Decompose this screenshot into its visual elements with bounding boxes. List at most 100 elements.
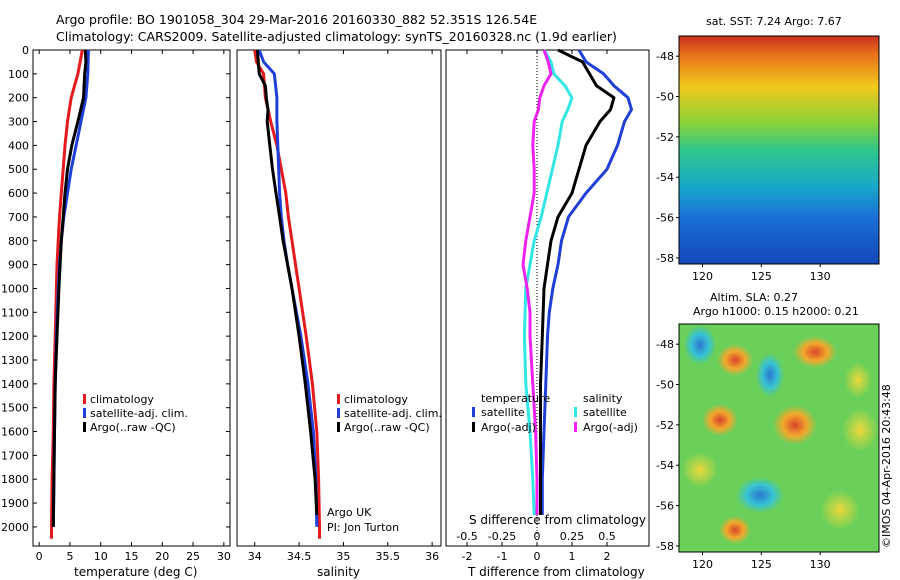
x-tick-label: -1 <box>497 550 508 563</box>
legend-swatch-climatology <box>83 394 86 404</box>
sst-map-ticks: 120 125 130 -48 -50 -52 -54 -56 -58 <box>656 50 831 283</box>
series-line-argo-raw-qc- <box>255 49 319 516</box>
sst-map-image <box>678 35 880 265</box>
float-institution: Argo UK <box>327 506 372 519</box>
difference-legend: temperature satellite Argo(-adj) salinit… <box>472 392 638 434</box>
legend-swatch-t-satellite <box>472 407 475 417</box>
legend-swatch-argo <box>337 422 340 432</box>
x2-tick-label: -0.25 <box>488 530 516 543</box>
legend-label-satellite: satellite-adj. clim. <box>344 407 442 420</box>
sla-map-title-1: Altim. SLA: 0.27 <box>710 291 798 304</box>
depth-tick-label: 1100 <box>1 306 29 319</box>
x2-tick-label: -0.5 <box>456 530 477 543</box>
lon-tick-label: 130 <box>810 558 831 571</box>
legend-label-s-argo: Argo(-adj) <box>583 421 638 434</box>
series-line-satellite-adj-clim- <box>257 49 319 527</box>
series-line-climatology <box>50 49 84 539</box>
legend-swatch-satellite <box>337 408 340 418</box>
depth-tick-label: 1600 <box>1 426 29 439</box>
depth-tick-label: 1400 <box>1 378 29 391</box>
lat-tick-label: -50 <box>656 91 674 104</box>
salinity-diff-xlabel: S difference from climatology <box>469 513 646 527</box>
depth-tick-label: 500 <box>8 163 29 176</box>
lat-tick-label: -56 <box>656 500 674 513</box>
x2-tick-label: 0.5 <box>598 530 616 543</box>
x-tick-label: 25 <box>186 550 200 563</box>
x-tick-label: 0 <box>36 550 43 563</box>
lon-tick-label: 125 <box>751 270 772 283</box>
lat-tick-label: -52 <box>656 131 674 144</box>
lat-tick-label: -54 <box>656 459 674 472</box>
x-tick-label: 5 <box>66 550 73 563</box>
legend-label-t-argo: Argo(-adj) <box>481 421 536 434</box>
x2-tick-label: 0 <box>534 530 541 543</box>
depth-tick-label: 1800 <box>1 473 29 486</box>
sla-map-ticks: 120 125 130 -48 -50 -52 -54 -56 -58 <box>656 338 831 571</box>
series-line-s-satellite <box>522 49 574 516</box>
depth-tick-label: 900 <box>8 259 29 272</box>
legend-label-t-satellite: satellite <box>481 406 525 419</box>
legend-label-argo: Argo(..raw -QC) <box>344 421 430 434</box>
temperature-legend: climatology satellite-adj. clim. Argo(..… <box>83 393 188 434</box>
legend-label-satellite: satellite-adj. clim. <box>90 407 188 420</box>
lon-tick-label: 120 <box>692 270 713 283</box>
salinity-x-ticks: 34 34.5 35 35.5 36 <box>248 50 439 563</box>
difference-x-ticks: -2 -1 0 1 2 -0.5 -0.25 0 0.25 0.5 <box>456 50 616 563</box>
legend-swatch-s-argo <box>574 422 577 432</box>
series-line-s-argo-adj- <box>521 49 553 515</box>
x-tick-label: 34 <box>248 550 262 563</box>
difference-panel: -2 -1 0 1 2 -0.5 -0.25 0 0.25 0.5 S difference fr… <box>445 48 650 579</box>
lat-tick-label: -48 <box>656 338 674 351</box>
difference-lines <box>521 48 633 516</box>
series-line-t-argo-adj- <box>539 48 616 515</box>
lon-tick-label: 125 <box>751 558 772 571</box>
difference-axes-box <box>445 49 650 547</box>
depth-tick-label: 100 <box>8 68 29 81</box>
depth-tick-label: 300 <box>8 116 29 129</box>
x2-tick-label: 0.25 <box>560 530 585 543</box>
series-line-argo-raw-qc- <box>51 49 88 527</box>
series-line-t-satellite <box>540 49 633 515</box>
x-tick-label: 1 <box>569 550 576 563</box>
legend-swatch-s-satellite <box>574 407 577 417</box>
legend-swatch-satellite <box>83 408 86 418</box>
x-tick-label: 2 <box>604 550 611 563</box>
sla-map-title-2: Argo h1000: 0.15 h2000: 0.21 <box>693 305 859 318</box>
lat-tick-label: -56 <box>656 212 674 225</box>
float-pi: PI: Jon Turton <box>327 521 399 534</box>
x-tick-label: 30 <box>217 550 231 563</box>
header-line-1: Argo profile: BO 1901058_304 29-Mar-2016… <box>56 12 537 27</box>
lat-tick-label: -58 <box>656 252 674 265</box>
depth-tick-label: 1900 <box>1 497 29 510</box>
lon-tick-label: 120 <box>692 558 713 571</box>
lon-tick-label: 130 <box>810 270 831 283</box>
salinity-axes-box <box>236 49 442 547</box>
x-tick-label: 35.5 <box>376 550 401 563</box>
x-tick-label: 34.5 <box>287 550 312 563</box>
legend-title-salinity: salinity <box>583 392 623 405</box>
legend-label-climatology: climatology <box>344 393 408 406</box>
sla-map-frame <box>678 323 880 553</box>
depth-tick-label: 0 <box>22 44 29 57</box>
legend-label-climatology: climatology <box>90 393 154 406</box>
legend-swatch-argo <box>83 422 86 432</box>
lat-tick-label: -58 <box>656 540 674 553</box>
depth-tick-label: 1000 <box>1 282 29 295</box>
depth-tick-label: 1500 <box>1 402 29 415</box>
depth-tick-label: 400 <box>8 139 29 152</box>
legend-title-temperature: temperature <box>481 392 550 405</box>
sst-map-title: sat. SST: 7.24 Argo: 7.67 <box>706 15 842 28</box>
x-tick-label: 35 <box>336 550 350 563</box>
x-tick-label: 20 <box>155 550 169 563</box>
x-tick-label: 0 <box>534 550 541 563</box>
lat-tick-label: -48 <box>656 50 674 63</box>
lat-tick-label: -54 <box>656 171 674 184</box>
depth-tick-label: 800 <box>8 235 29 248</box>
x-tick-label: -2 <box>462 550 473 563</box>
sst-map-panel: sat. SST: 7.24 Argo: 7.67 <box>656 15 880 283</box>
imos-credit: ©IMOS 04-Apr-2016 20:43:48 <box>880 384 893 548</box>
legend-label-s-satellite: satellite <box>583 406 627 419</box>
depth-tick-label: 1300 <box>1 354 29 367</box>
depth-tick-label: 200 <box>8 92 29 105</box>
